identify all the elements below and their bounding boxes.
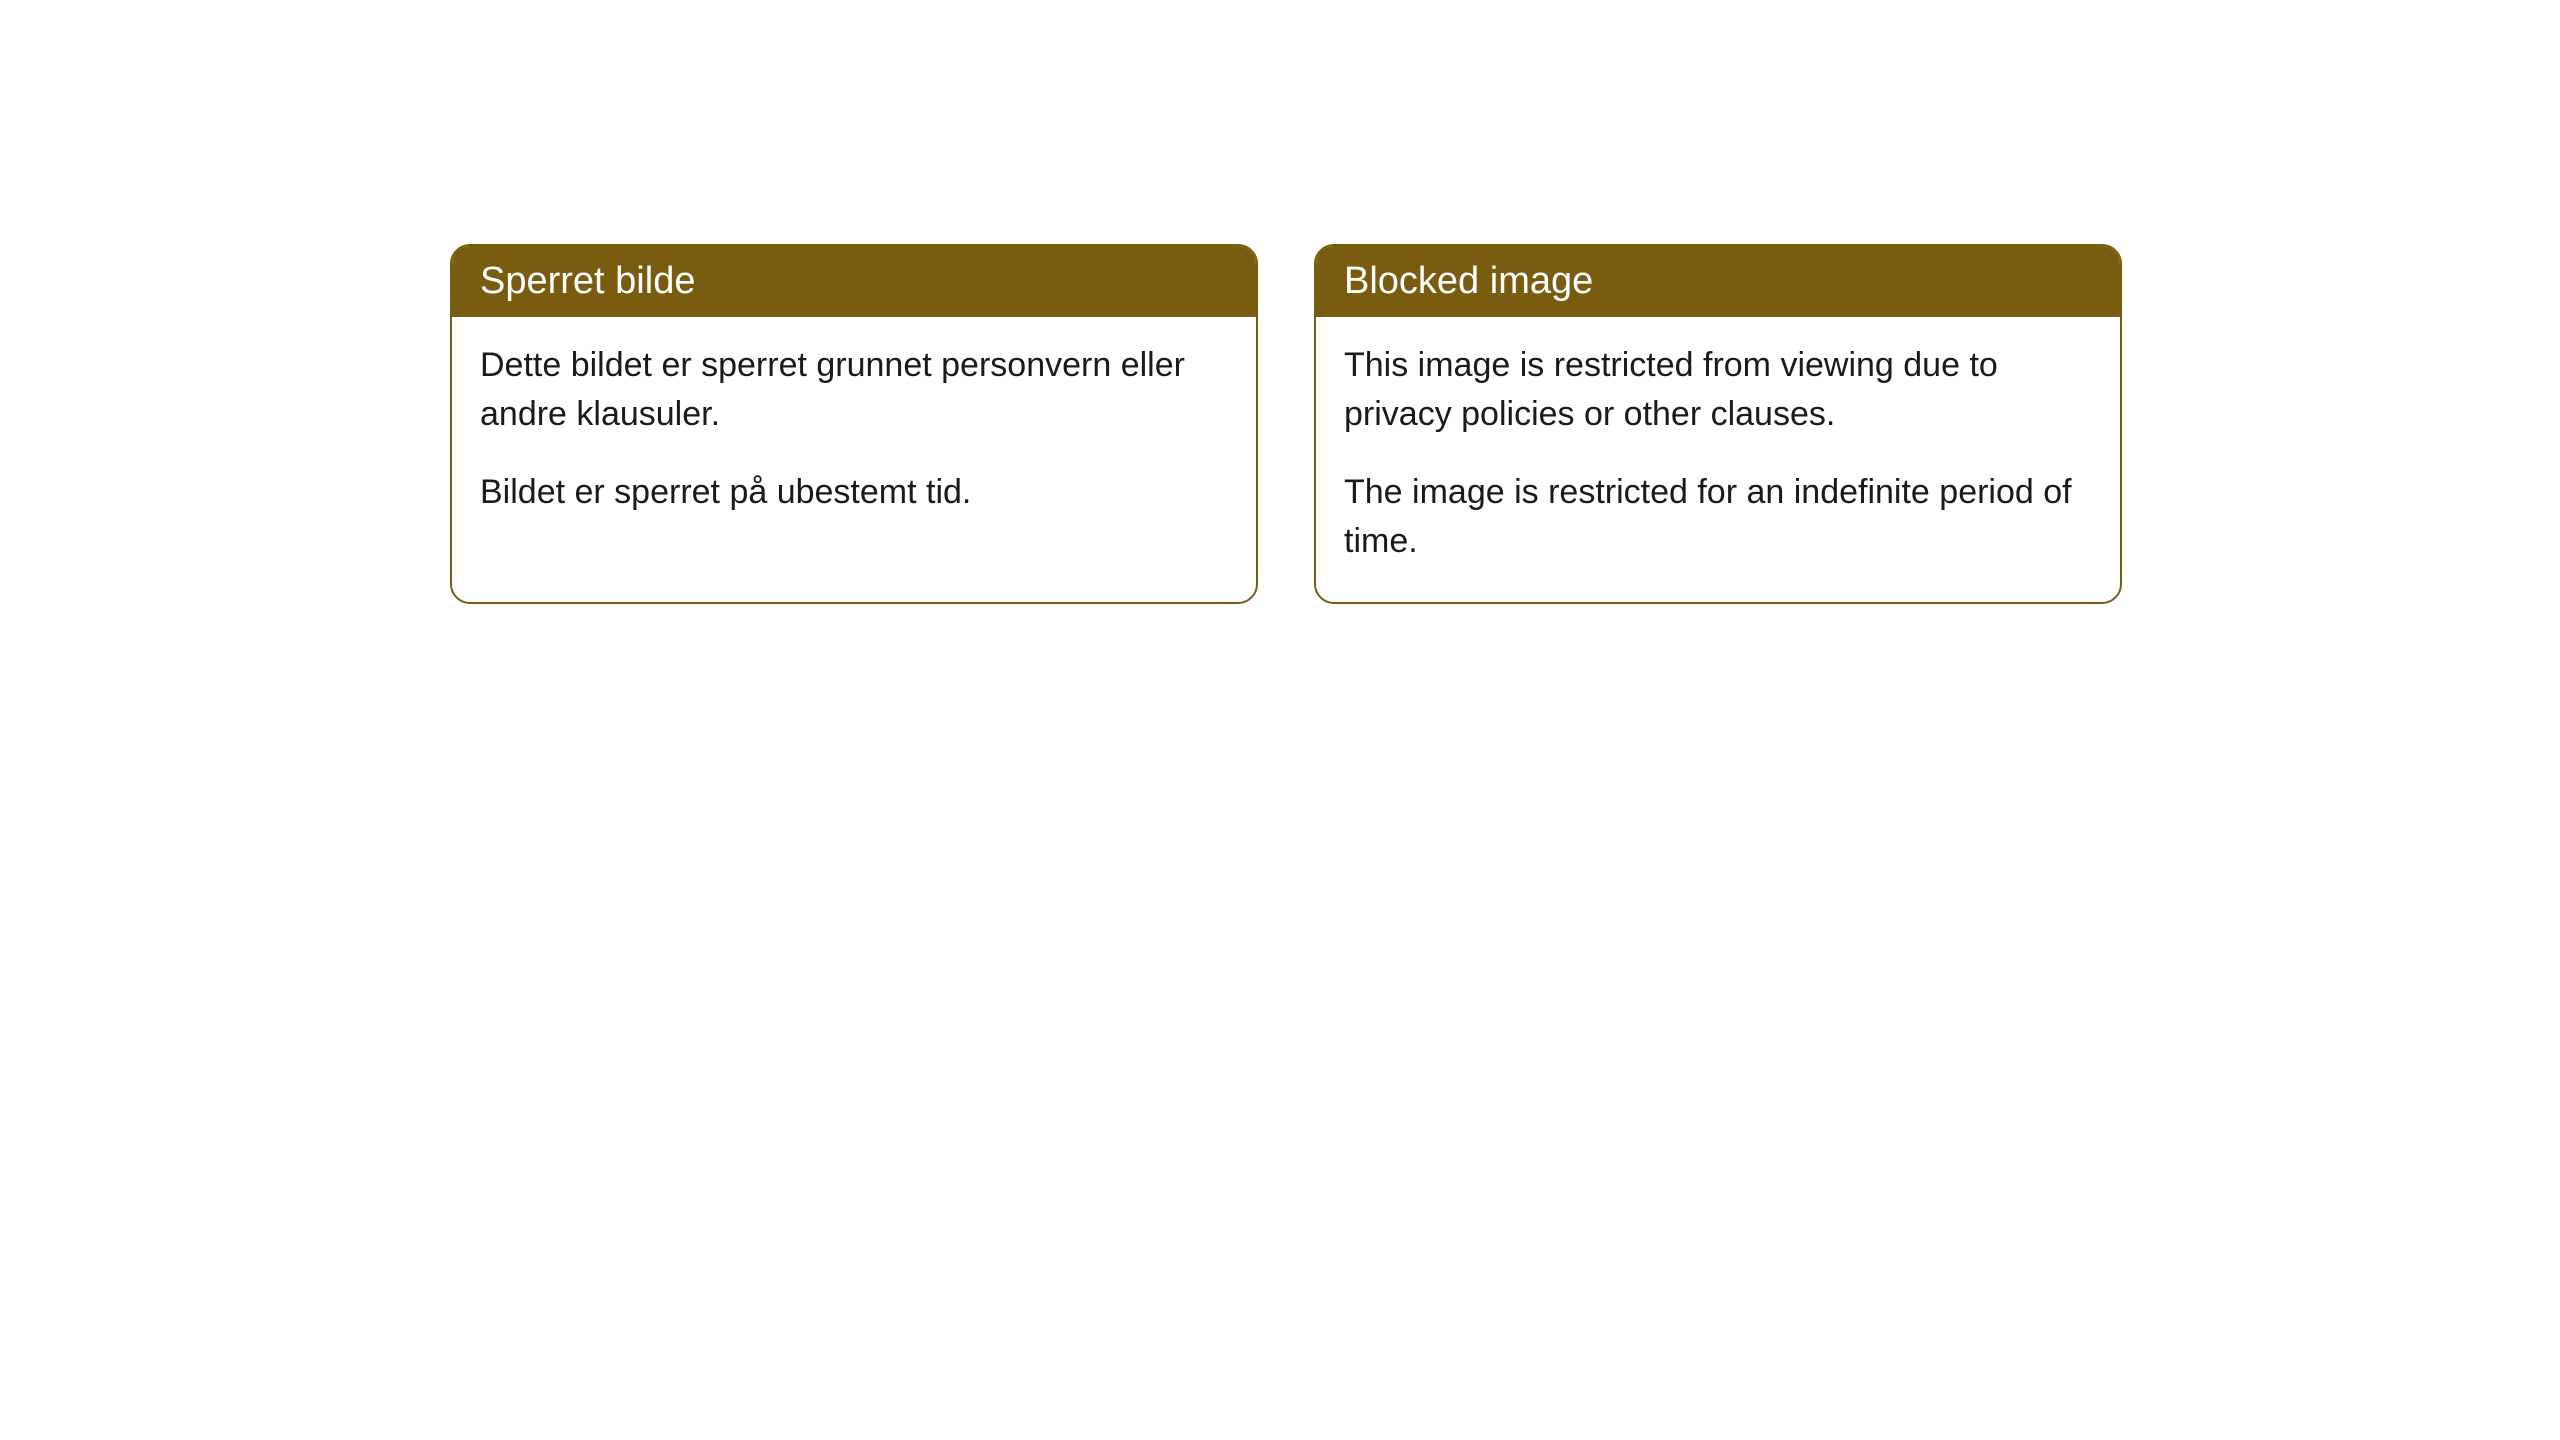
notice-container: Sperret bilde Dette bildet er sperret gr… [450,244,2122,604]
card-title: Blocked image [1344,260,1593,302]
card-header-norwegian: Sperret bilde [452,246,1256,317]
card-paragraph: Bildet er sperret på ubestemt tid. [480,468,1228,517]
card-body-norwegian: Dette bildet er sperret grunnet personve… [452,317,1256,553]
card-paragraph: Dette bildet er sperret grunnet personve… [480,341,1228,440]
card-title: Sperret bilde [480,260,695,302]
notice-card-norwegian: Sperret bilde Dette bildet er sperret gr… [450,244,1258,604]
card-paragraph: The image is restricted for an indefinit… [1344,468,2092,567]
card-body-english: This image is restricted from viewing du… [1316,317,2120,602]
card-paragraph: This image is restricted from viewing du… [1344,341,2092,440]
notice-card-english: Blocked image This image is restricted f… [1314,244,2122,604]
card-header-english: Blocked image [1316,246,2120,317]
